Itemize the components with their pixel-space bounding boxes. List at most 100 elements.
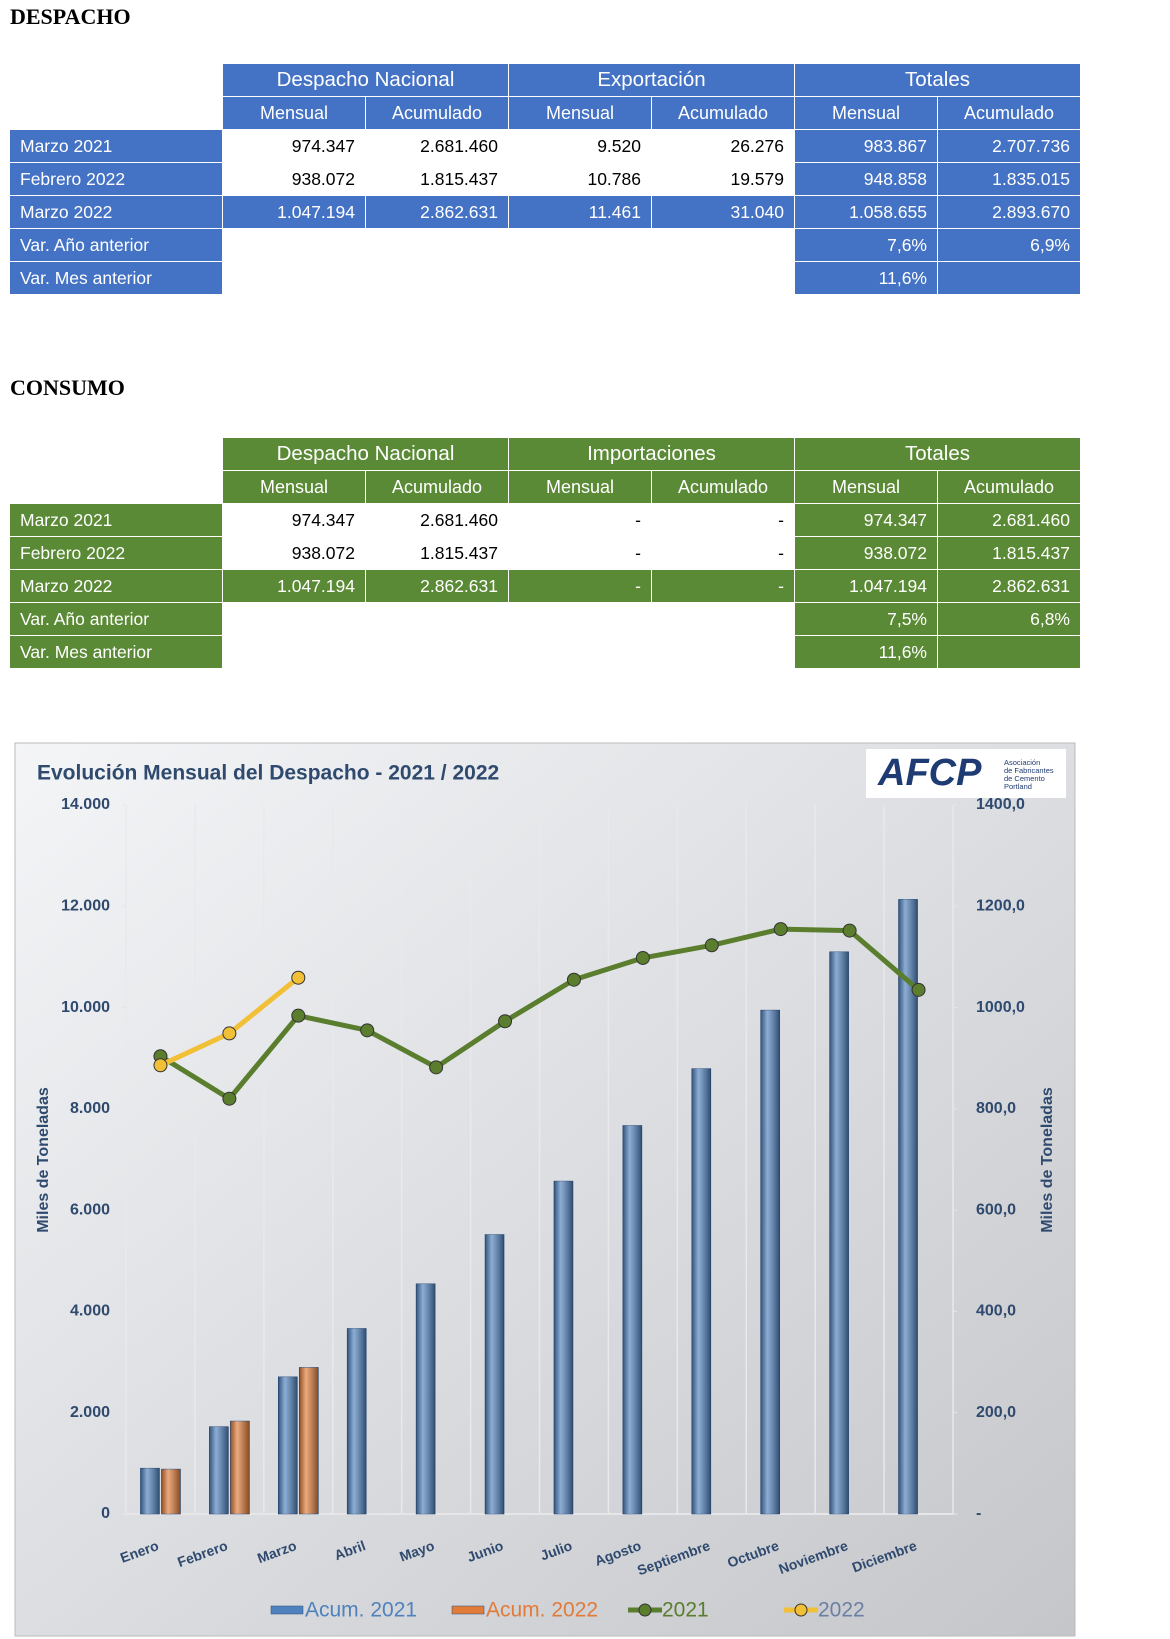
y2-tick-label: 1400,0 (976, 796, 1025, 813)
line-point (498, 1014, 513, 1029)
bar (230, 1420, 250, 1515)
table-cell: 2.681.460 (937, 503, 1081, 537)
y2-tick-label: 200,0 (976, 1404, 1016, 1421)
table-row: Marzo 2021 974.347 2.681.460 9.520 26.276 983… (9, 129, 1081, 163)
table-cell: 948.858 (794, 162, 938, 196)
table-cell: Mensual (222, 470, 366, 504)
line-point (291, 1008, 306, 1023)
table-cell: 938.072 (222, 162, 366, 196)
table-cell: 6,8% (937, 602, 1081, 636)
table-cell: 11,6% (794, 261, 938, 295)
table-cell: Acumulado (937, 470, 1081, 504)
logo-caption: Portland (1004, 782, 1032, 791)
line-point (222, 1026, 237, 1041)
table-cell: 7,5% (794, 602, 938, 636)
table-cell: 1.815.437 (937, 536, 1081, 570)
bar-shade (347, 1328, 367, 1514)
table-cell: 9.520 (508, 129, 652, 163)
logo-box (866, 749, 1066, 798)
section-title: CONSUMO (10, 375, 125, 400)
table-cell: Exportación (508, 63, 795, 97)
table-cell: Marzo 2021 (9, 503, 223, 537)
bar-shade (553, 1181, 573, 1514)
x-tick-label: Agosto (592, 1537, 643, 1569)
x-tick-label: Febrero (175, 1537, 229, 1570)
table-cell: 11.461 (508, 195, 652, 229)
table-cell: - (508, 536, 652, 570)
table-cell: Mensual (508, 470, 652, 504)
table-cell (937, 635, 1081, 669)
chart-title: Evolución Mensual del Despacho - 2021 / … (37, 762, 499, 785)
legend-label: Acum. 2021 (305, 1599, 417, 1622)
table-cell (937, 261, 1081, 295)
table-cell: Mensual (794, 470, 938, 504)
table-cell: 1.058.655 (794, 195, 938, 229)
x-tick-label: Marzo (255, 1537, 298, 1566)
line-point (566, 972, 581, 987)
legend-swatch (451, 1605, 485, 1615)
bar (553, 1180, 574, 1515)
table-cell: 10.786 (508, 162, 652, 196)
bar-shade (622, 1125, 642, 1514)
table-cell: 2.862.631 (937, 569, 1081, 603)
bar-shade (691, 1068, 711, 1514)
table-cell: Acumulado (651, 96, 795, 130)
table-cell: Marzo 2022 (9, 195, 223, 229)
bar-shade (209, 1426, 229, 1514)
table-cell: 2.893.670 (937, 195, 1081, 229)
bar-shade (230, 1421, 250, 1514)
table-cell: - (508, 503, 652, 537)
line-point (429, 1060, 444, 1075)
table-cell: Marzo 2022 (9, 569, 223, 603)
table-cell (9, 63, 223, 97)
y-tick-label: 4.000 (70, 1303, 110, 1320)
bar (415, 1283, 436, 1515)
table-cell: 1.815.437 (365, 536, 509, 570)
table-cell: 2.681.460 (365, 503, 509, 537)
bar (346, 1328, 367, 1515)
table-cell: 26.276 (651, 129, 795, 163)
logo-caption: de Cemento (1004, 774, 1045, 783)
table-row: Marzo 2021 974.347 2.681.460- -974.347 2.681… (9, 503, 1081, 537)
table-cell: 2.707.736 (937, 129, 1081, 163)
line-point (222, 1091, 237, 1106)
line-point (911, 982, 926, 997)
y2-tick-label: 1200,0 (976, 898, 1025, 915)
logo-caption: Asociación (1004, 758, 1040, 767)
table-cell (365, 261, 509, 295)
chart-background (14, 742, 1076, 1637)
line-point (842, 923, 857, 938)
table-cell: Var. Año anterior (9, 228, 223, 262)
bar (277, 1376, 298, 1515)
table-row: Despacho Nacional Exportación Totales (9, 63, 1081, 97)
bar (898, 899, 918, 1515)
table-cell: 7,6% (794, 228, 938, 262)
table-cell: Acumulado (365, 470, 509, 504)
table-cell: 31.040 (651, 195, 795, 229)
x-tick-label: Mayo (397, 1537, 436, 1564)
table-cell: Acumulado (937, 96, 1081, 130)
y-tick-label: 6.000 (70, 1201, 110, 1218)
y2-tick-label: 600,0 (976, 1201, 1016, 1218)
bar-shade (898, 899, 918, 1514)
table-cell: Var. Año anterior (9, 602, 223, 636)
bar-shade (416, 1283, 436, 1514)
x-tick-label: Diciembre (850, 1537, 919, 1575)
bar (829, 951, 849, 1515)
table-cell (365, 635, 509, 669)
table-cell (508, 261, 652, 295)
table-cell: 974.347 (794, 503, 938, 537)
table-cell: Acumulado (651, 470, 795, 504)
y2-tick-label: - (976, 1505, 981, 1522)
table-cell: 1.815.437 (365, 162, 509, 196)
table-cell: Febrero 2022 (9, 162, 223, 196)
x-tick-label: Septiembre (635, 1537, 712, 1578)
table-row: Despacho Nacional Importaciones Totales (9, 437, 1081, 471)
bar-shade (829, 951, 849, 1514)
table-cell: Mensual (222, 96, 366, 130)
table-cell (508, 635, 652, 669)
bar (298, 1367, 319, 1515)
bar (209, 1426, 229, 1515)
table-cell: 1.047.194 (222, 569, 366, 603)
table-cell (651, 228, 795, 262)
